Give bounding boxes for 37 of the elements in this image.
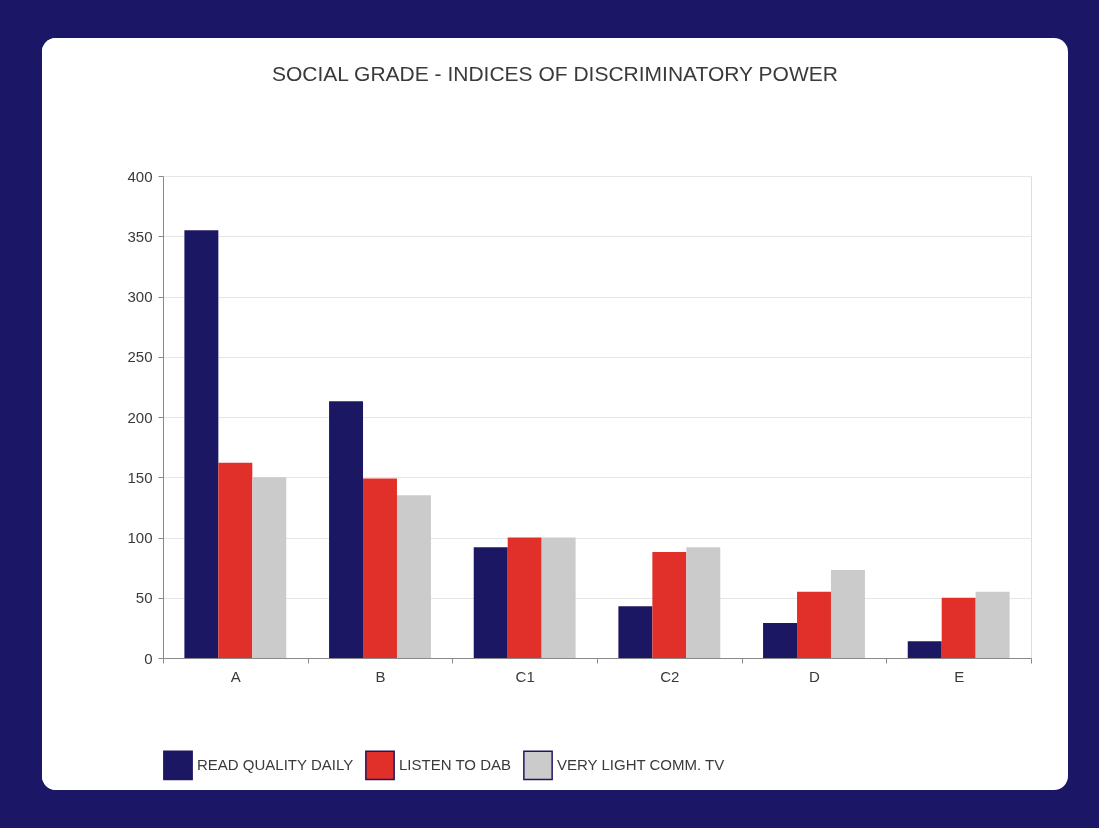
x-tick-label: C2 — [660, 667, 680, 685]
bar — [652, 551, 687, 658]
bar — [941, 597, 976, 658]
y-tick-label: 350 — [127, 227, 153, 245]
y-tick-label: 250 — [127, 348, 153, 366]
bar — [329, 401, 364, 658]
bar — [473, 547, 508, 658]
y-tick-label: 150 — [127, 468, 153, 486]
bar — [507, 537, 542, 658]
bar — [907, 641, 942, 658]
x-tick-label: E — [954, 667, 965, 685]
x-tick-label: C1 — [515, 667, 535, 685]
legend-label: VERY LIGHT COMM. TV — [557, 756, 725, 774]
y-tick-label: 0 — [144, 649, 153, 667]
bar — [975, 591, 1010, 658]
bar — [252, 477, 287, 658]
y-tick-label: 200 — [127, 408, 153, 426]
y-tick-label: 50 — [135, 589, 153, 607]
legend-label: LISTEN TO DAB — [399, 756, 511, 774]
bar — [686, 547, 721, 658]
chart-title: SOCIAL GRADE - INDICES OF DISCRIMINATORY POWER — [271, 62, 838, 85]
legend-label: READ QUALITY DAILY — [197, 756, 354, 774]
bar — [363, 478, 397, 658]
bar — [797, 591, 831, 658]
y-tick-label: 100 — [127, 529, 153, 546]
bar — [396, 495, 431, 658]
bar — [763, 623, 798, 658]
x-tick-label: B — [375, 667, 386, 685]
bar — [618, 606, 653, 658]
bar — [541, 537, 576, 658]
y-tick-label: 300 — [127, 288, 153, 305]
y-tick-label: 400 — [127, 167, 153, 185]
x-tick-label: A — [230, 667, 241, 685]
x-tick-label: D — [809, 667, 821, 685]
bar — [184, 230, 219, 658]
bar — [830, 570, 865, 658]
bar — [218, 462, 253, 658]
